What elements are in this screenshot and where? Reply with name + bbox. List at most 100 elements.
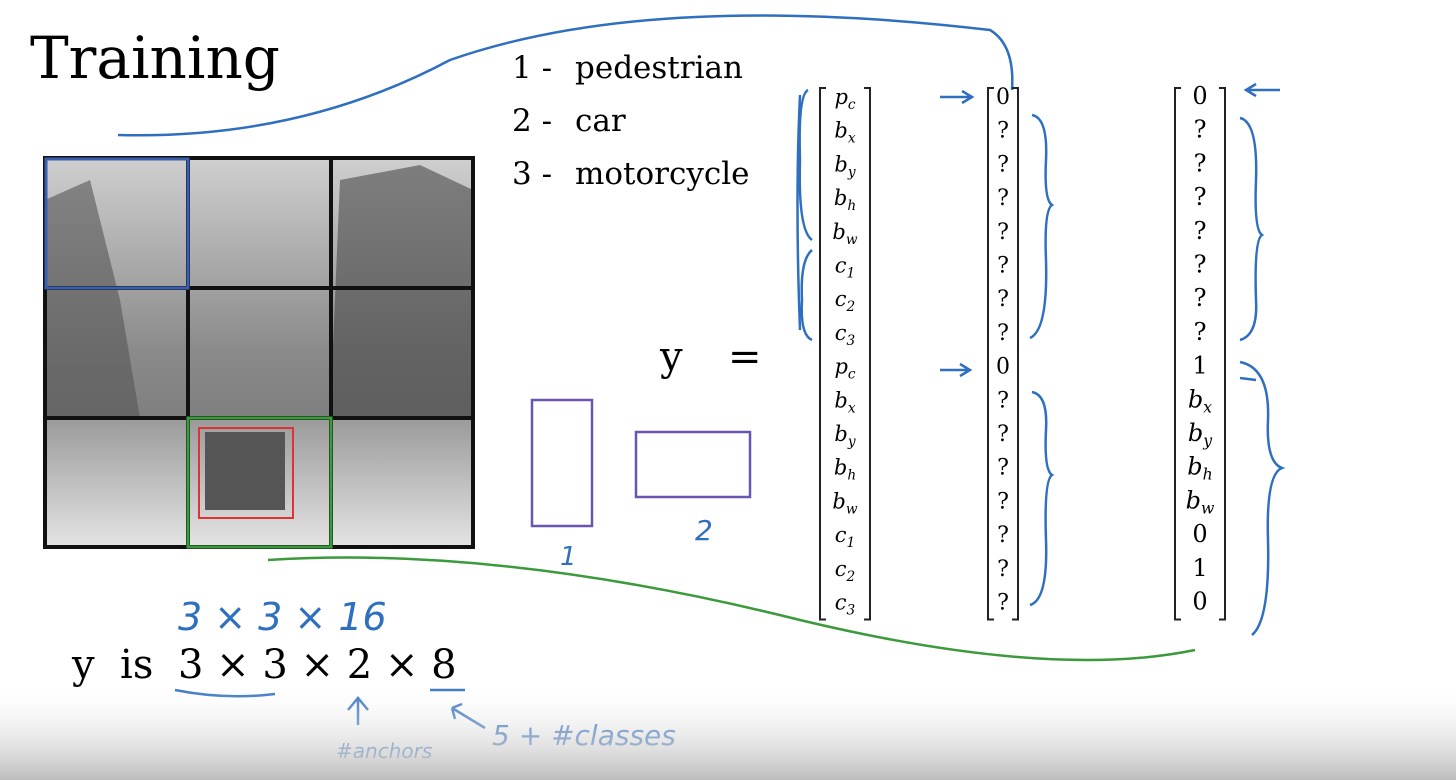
vector-entry: pc [834,355,855,383]
entry-main: b [834,152,847,176]
vector-entry: bx [1188,385,1212,416]
entry-sub: 1 [847,266,856,282]
vector-entry: ? [997,254,1009,279]
entry-main: c [835,321,847,345]
vector-entry: ? [1194,284,1207,312]
entry-sub: y [1202,432,1212,450]
vector-entry: 1 [1192,554,1207,582]
entry-sub: c [848,367,856,383]
entry-sub: 1 [847,535,856,551]
vector-entry: by [1188,419,1212,450]
entry-sub: 2 [846,299,856,315]
vector-entry: bx [834,119,855,147]
vector-entry: pc [834,85,855,113]
entry-sub: c [848,97,856,113]
entry-sub: w [846,232,858,248]
entry-main: p [834,85,847,109]
vector-entry: bw [1186,486,1215,517]
entry-main: c [835,591,847,615]
vector-entry: ? [997,489,1009,514]
entry-main: c [835,254,847,278]
matrix-bracket [1174,87,1226,621]
vector-entry: ? [997,220,1009,245]
vector-entry: ? [997,119,1009,144]
y-label: y [659,334,683,380]
vector-entry: 1 [1192,352,1207,380]
vector-entry: ? [997,422,1009,447]
vector-entry: ? [1194,251,1207,279]
entry-main: b [832,489,845,513]
entry-sub: 2 [846,569,856,585]
class-number: 3 - [512,156,552,192]
vector-entry: by [834,152,855,180]
vector-entry: c3 [835,321,856,349]
vector-entry: c1 [835,523,855,551]
vector-entry: ? [1194,183,1207,211]
vector-entry: bh [834,456,856,484]
vector-entry: c3 [835,591,856,619]
entry-sub: 3 [847,333,856,349]
equals: = [728,334,762,380]
entry-main: b [1188,419,1203,447]
entry-sub: x [848,131,856,147]
vector-entry: bx [834,388,855,416]
class-number: 2 - [512,103,552,139]
anchor-2-label: 2 [695,514,713,547]
vector-entry: bw [832,220,857,248]
entry-main: c [835,523,847,547]
video-footer [0,680,1456,780]
entry-sub: w [1201,499,1215,517]
vector-entry: ? [997,523,1009,548]
title: Training [30,24,280,92]
entry-sub: h [847,468,856,484]
entry-sub: y [847,164,856,180]
vector-entry: ? [1194,318,1207,346]
class-name: motorcycle [575,156,750,192]
vector-entry: bh [834,186,856,214]
vector-entry: ? [997,152,1009,177]
grid-size-note: 3 × 3 × 16 [178,595,387,639]
entry-sub: 3 [847,603,856,619]
vector-entry: bw [832,489,857,517]
matrix-bracket [987,87,1019,621]
entry-sub: h [1203,466,1213,484]
class-name: pedestrian [575,50,743,86]
vector-entry: ? [997,321,1009,346]
entry-main: b [1188,385,1203,413]
vector-entry: 0 [1192,82,1207,110]
class-name: car [575,103,626,139]
entry-main: b [832,220,845,244]
vector-entry: c2 [835,557,855,585]
vector-entry: by [834,422,855,450]
entry-main: b [1187,453,1202,481]
vector-entry: ? [1194,149,1207,177]
vector-entry: 0 [996,85,1010,110]
vector-entry: ? [997,287,1009,312]
vector-entry: ? [997,388,1009,413]
class-number: 1 - [512,50,552,86]
vector-entry: c1 [835,254,855,282]
anchor-1-label: 1 [560,542,577,572]
entry-main: b [834,186,847,210]
vector-entry: ? [997,591,1009,616]
entry-main: b [834,388,847,412]
entry-main: c [835,287,847,311]
matrix-bracket [819,87,871,621]
entry-sub: x [848,400,856,416]
entry-sub: w [846,501,858,517]
entry-sub: y [847,434,856,450]
entry-main: p [834,355,847,379]
grid-image [43,156,475,549]
vector-entry: 0 [1192,588,1207,616]
entry-main: b [1186,486,1201,514]
vector-entry: 0 [996,355,1010,380]
vector-entry: ? [997,557,1009,582]
entry-main: b [834,456,847,480]
vector-entry: c2 [835,287,855,315]
vector-entry: ? [1194,217,1207,245]
entry-sub: x [1203,398,1212,416]
vector-entry: ? [997,186,1009,211]
vector-entry: 0 [1192,520,1207,548]
